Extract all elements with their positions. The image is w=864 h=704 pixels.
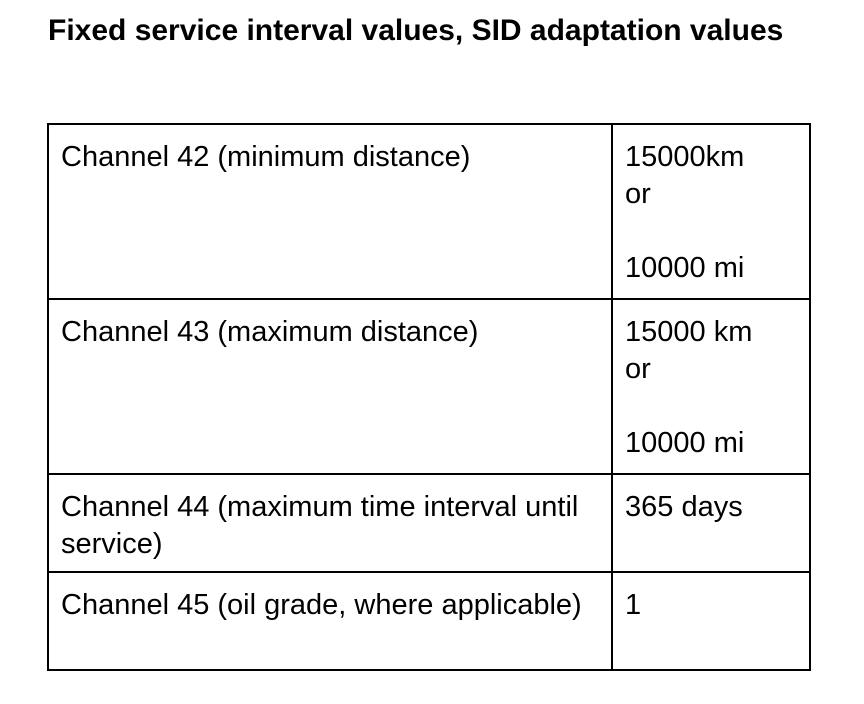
table-row: Channel 43 (maximum distance) 15000 km o… — [47, 298, 811, 475]
channel-value-cell: 15000km or 10000 mi — [611, 123, 811, 300]
table-row: Channel 45 (oil grade, where applicable)… — [47, 571, 811, 671]
service-interval-table: Channel 42 (minimum distance) 15000km or… — [47, 123, 811, 671]
channel-label-cell: Channel 45 (oil grade, where applicable) — [47, 571, 613, 671]
value-line: 10000 mi — [625, 252, 745, 284]
value-line: or — [625, 353, 651, 385]
page-heading: Fixed service interval values, SID adapt… — [48, 14, 784, 47]
value-spacer — [625, 388, 797, 425]
value-line: 10000 mi — [625, 427, 745, 459]
table-row: Channel 44 (maximum time interval until … — [47, 473, 811, 573]
value-spacer — [625, 213, 797, 250]
channel-label-cell: Channel 43 (maximum distance) — [47, 298, 613, 475]
channel-label-cell: Channel 44 (maximum time interval until … — [47, 473, 613, 573]
value-line: 15000km — [625, 141, 745, 173]
channel-value-cell: 1 — [611, 571, 811, 671]
channel-label-cell: Channel 42 (minimum distance) — [47, 123, 613, 300]
value-line: 15000 km — [625, 316, 753, 348]
channel-value-cell: 15000 km or 10000 mi — [611, 298, 811, 475]
channel-value-cell: 365 days — [611, 473, 811, 573]
table-row: Channel 42 (minimum distance) 15000km or… — [47, 123, 811, 300]
value-line: or — [625, 178, 651, 210]
